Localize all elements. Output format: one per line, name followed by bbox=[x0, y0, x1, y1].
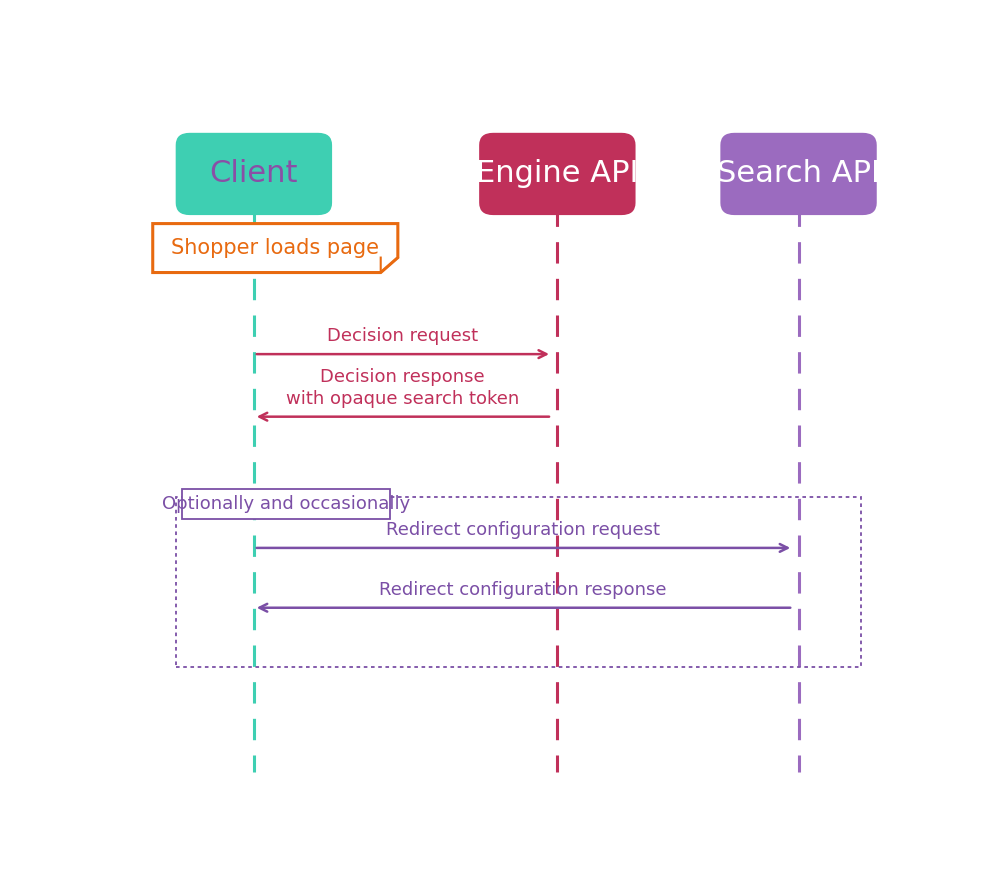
Text: Engine API: Engine API bbox=[475, 160, 638, 188]
Text: Decision request: Decision request bbox=[327, 328, 477, 345]
Text: Optionally and occasionally: Optionally and occasionally bbox=[161, 494, 409, 513]
FancyBboxPatch shape bbox=[719, 132, 876, 215]
Polygon shape bbox=[152, 223, 397, 273]
Text: Redirect configuration response: Redirect configuration response bbox=[379, 581, 666, 599]
FancyBboxPatch shape bbox=[176, 132, 332, 215]
FancyBboxPatch shape bbox=[182, 489, 390, 518]
Text: Decision response
with opaque search token: Decision response with opaque search tok… bbox=[286, 367, 519, 408]
Text: Search API: Search API bbox=[716, 160, 880, 188]
Text: Shopper loads page: Shopper loads page bbox=[172, 238, 379, 258]
Text: Client: Client bbox=[210, 160, 298, 188]
Text: Redirect configuration request: Redirect configuration request bbox=[386, 521, 659, 539]
FancyBboxPatch shape bbox=[478, 132, 635, 215]
